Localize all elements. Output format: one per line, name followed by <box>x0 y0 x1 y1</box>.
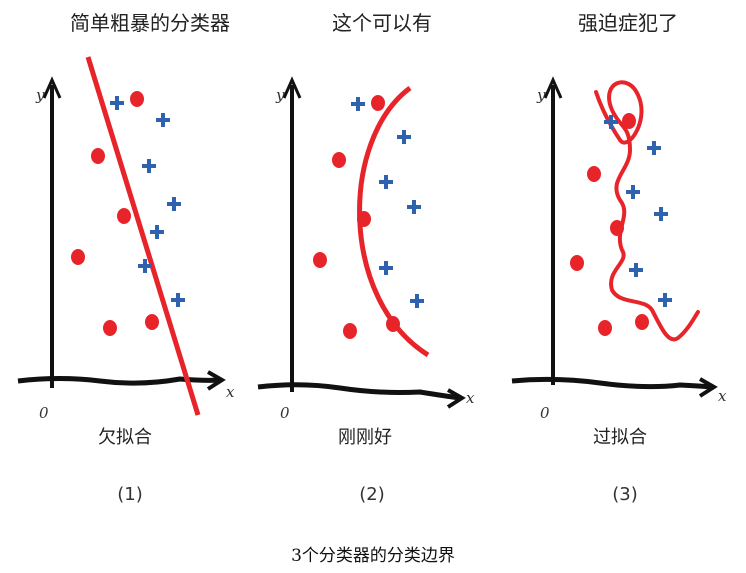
class-b-point <box>150 225 164 239</box>
boundary-curve <box>594 80 700 342</box>
class-b-point <box>410 294 424 308</box>
x-axis-arrow <box>206 370 226 391</box>
class-b-point <box>658 293 672 307</box>
class-b-point <box>351 97 365 111</box>
class-b-point <box>629 263 643 277</box>
panel-number: (2) <box>359 484 385 505</box>
class-a-point <box>635 314 649 330</box>
class-b-point <box>110 96 124 110</box>
class-a-point <box>622 113 636 129</box>
class-b-point <box>156 113 170 127</box>
panel-label: 过拟合 <box>593 427 647 448</box>
y-axis-label: y <box>35 86 45 104</box>
panel-goodfit: 这个可以有 y x 0 刚刚好 (2) <box>257 11 475 505</box>
x-axis <box>17 376 221 386</box>
class-b-point <box>379 175 393 189</box>
panel-title: 这个可以有 <box>332 11 432 35</box>
class-a-point <box>598 320 612 336</box>
panel-title: 简单粗暴的分类器 <box>70 11 230 35</box>
class-a-point <box>357 211 371 227</box>
y-axis-label: y <box>275 86 285 104</box>
origin-label: 0 <box>39 404 49 422</box>
y-axis-arrow <box>282 76 302 99</box>
class-a-point <box>570 255 584 271</box>
class-a-point <box>386 316 400 332</box>
figure-caption: 3个分类器的分类边界 <box>291 546 455 566</box>
class-a-point <box>130 91 144 107</box>
class-a-point <box>371 95 385 111</box>
y-axis-arrow <box>42 76 62 99</box>
class-a-point <box>313 252 327 268</box>
y-axis-label: y <box>536 86 546 104</box>
class-a-point <box>610 220 624 236</box>
panel-number: (1) <box>117 484 143 505</box>
boundary-line <box>85 56 201 416</box>
class-a-point <box>91 148 105 164</box>
panel-overfit: 强迫症犯了 y x 0 过拟合 (3) <box>511 11 727 505</box>
class-a-point <box>332 152 346 168</box>
class-b-point <box>604 115 618 129</box>
class-b-point <box>167 197 181 211</box>
class-a-point <box>117 208 131 224</box>
class-b-point <box>138 259 152 273</box>
class-a-point <box>71 249 85 265</box>
panel-title: 强迫症犯了 <box>578 11 678 35</box>
class-a-point <box>145 314 159 330</box>
class-a-point <box>343 323 357 339</box>
class-b-point <box>171 293 185 307</box>
panel-label: 刚刚好 <box>338 427 392 448</box>
panel-underfit: 简单粗暴的分类器 y x 0 欠拟合 (1) <box>17 11 235 505</box>
x-axis-label: x <box>466 389 475 407</box>
class-b-point <box>626 185 640 199</box>
class-b-point <box>407 200 421 214</box>
class-a-point <box>103 320 117 336</box>
y-axis-arrow <box>543 76 563 99</box>
x-axis-label: x <box>718 387 727 405</box>
panel-label: 欠拟合 <box>98 427 152 448</box>
x-axis <box>257 382 461 401</box>
class-a-point <box>587 166 601 182</box>
class-b-point <box>647 141 661 155</box>
x-axis-label: x <box>226 383 235 401</box>
origin-label: 0 <box>280 404 290 422</box>
x-axis <box>511 376 713 390</box>
origin-label: 0 <box>540 404 550 422</box>
class-b-point <box>654 207 668 221</box>
x-axis-arrow <box>698 377 718 398</box>
x-axis-arrow <box>446 388 466 409</box>
class-b-point <box>142 159 156 173</box>
class-b-point <box>397 130 411 144</box>
class-b-point <box>379 261 393 275</box>
panel-number: (3) <box>612 484 638 505</box>
